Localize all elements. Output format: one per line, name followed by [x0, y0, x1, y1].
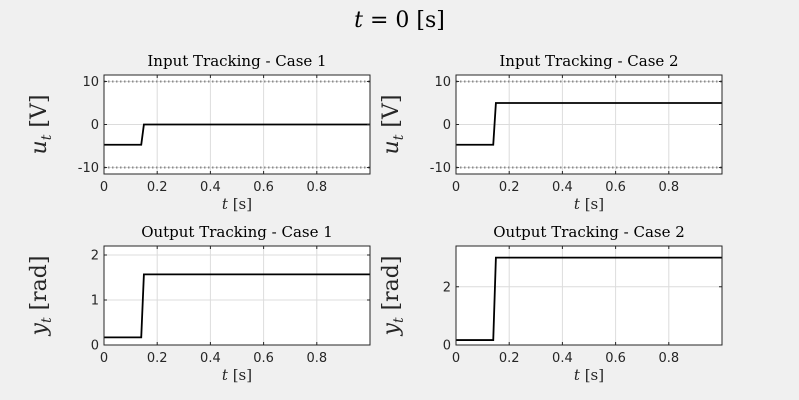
x-axis-label: t [s] — [574, 366, 604, 384]
x-tick-label: 0.8 — [306, 351, 327, 366]
y-tick-label: -10 — [430, 161, 451, 176]
y-axis-label: yt [rad] — [379, 256, 407, 337]
x-tick-label: 0.2 — [147, 180, 168, 195]
plot-area — [456, 246, 722, 345]
subplot-3: 0 0.2 0.4 0.6 0.8 0 1 2 Output Tracking - Case 1… — [27, 223, 371, 384]
y-tick-label: 10 — [434, 75, 451, 90]
x-axis-label-unit: [s] — [228, 366, 252, 384]
y-tick-label: 0 — [91, 118, 99, 133]
y-axis-label-unit: [rad] — [379, 256, 404, 318]
x-axis-label-var: t — [574, 195, 581, 213]
axes-box — [103, 245, 371, 346]
x-tick-label: 0.6 — [605, 351, 626, 366]
y-axis-label-sub: t — [391, 317, 407, 323]
x-tick-label: 0.8 — [658, 180, 679, 195]
y-axis-label-var: y — [27, 322, 52, 336]
y-axis-label: yt [rad] — [27, 256, 55, 337]
y-axis-label-var: u — [379, 140, 404, 154]
y-axis-label-var: u — [27, 140, 52, 154]
x-axis-label-var: t — [222, 366, 229, 384]
figure-title-var: t — [354, 8, 363, 33]
x-tick-label: 0.2 — [499, 351, 520, 366]
x-tick-label: 0.4 — [552, 180, 573, 195]
y-tick-label: 2 — [91, 249, 99, 264]
y-axis-label: ut [V] — [379, 95, 407, 155]
x-tick-label: 0 — [100, 180, 108, 195]
subplot-title: Input Tracking - Case 1 — [147, 52, 326, 70]
y-axis-label-sub: t — [39, 317, 55, 323]
y-axis-label-sub: t — [39, 134, 55, 140]
subplot-title: Output Tracking - Case 2 — [493, 223, 685, 241]
series-line — [456, 102, 722, 146]
subplot-title: Input Tracking - Case 2 — [499, 52, 678, 70]
y-tick-label: 0 — [443, 339, 451, 354]
y-axis-label-unit: [rad] — [27, 256, 52, 318]
y-axis-label: ut [V] — [27, 95, 55, 155]
x-tick-label: 0.6 — [253, 180, 274, 195]
x-tick-label: 0.8 — [306, 180, 327, 195]
y-axis-label-sub: t — [391, 134, 407, 140]
series-line — [456, 256, 722, 341]
x-axis-label-var: t — [222, 195, 229, 213]
x-tick-label: 0.6 — [605, 180, 626, 195]
x-tick-label: 0.6 — [253, 351, 274, 366]
series-line — [104, 273, 370, 339]
x-tick-label: 0.4 — [552, 351, 573, 366]
y-axis-label-unit: [V] — [379, 95, 404, 135]
x-axis-label-unit: [s] — [228, 195, 252, 213]
y-tick-label: 0 — [443, 118, 451, 133]
y-tick-label: 0 — [91, 339, 99, 354]
subplot-4: 0 0.2 0.4 0.6 0.8 0 2 Output Tracking - Case 2 t… — [379, 223, 723, 384]
y-tick-label: -10 — [78, 161, 99, 176]
subplot-title: Output Tracking - Case 1 — [141, 223, 333, 241]
x-tick-label: 0.8 — [658, 351, 679, 366]
x-tick-label: 0.4 — [200, 180, 221, 195]
series-line — [104, 123, 370, 146]
x-axis-label-unit: [s] — [580, 366, 604, 384]
y-axis-label-unit: [V] — [27, 95, 52, 135]
y-tick-label: 2 — [443, 280, 451, 295]
y-tick-label: 10 — [82, 75, 99, 90]
figure-title-rest: = 0 [s] — [363, 8, 445, 33]
x-axis-label: t [s] — [222, 366, 252, 384]
axes-box — [455, 245, 723, 346]
x-axis-label: t [s] — [574, 195, 604, 213]
x-tick-label: 0.4 — [200, 351, 221, 366]
x-tick-label: 0.2 — [499, 180, 520, 195]
x-tick-label: 0 — [452, 180, 460, 195]
y-tick-label: 1 — [91, 294, 99, 309]
x-axis-label-var: t — [574, 366, 581, 384]
x-axis-label-unit: [s] — [580, 195, 604, 213]
plot-area — [104, 246, 370, 345]
y-axis-label-var: y — [379, 322, 404, 336]
x-tick-label: 0.2 — [147, 351, 168, 366]
x-tick-label: 0 — [100, 351, 108, 366]
figure-title: t = 0 [s] — [354, 8, 445, 33]
x-tick-label: 0 — [452, 351, 460, 366]
x-axis-label: t [s] — [222, 195, 252, 213]
